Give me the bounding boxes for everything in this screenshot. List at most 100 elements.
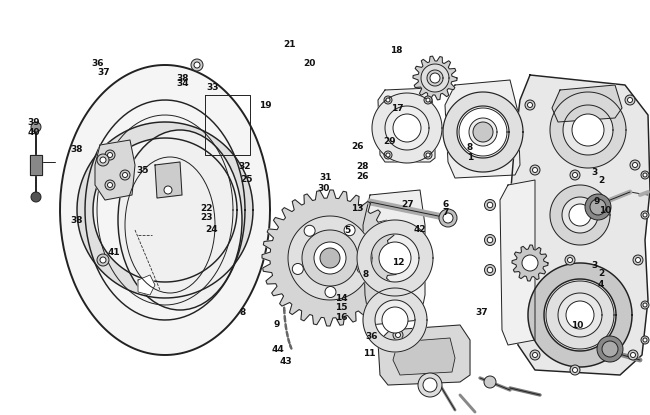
Circle shape (488, 267, 493, 273)
Text: 10: 10 (599, 206, 612, 215)
Circle shape (630, 160, 640, 170)
Text: 26: 26 (356, 172, 369, 181)
Text: 38: 38 (70, 216, 83, 225)
Text: 32: 32 (239, 161, 251, 171)
Text: 27: 27 (402, 200, 414, 209)
Circle shape (643, 338, 647, 342)
Polygon shape (372, 93, 442, 163)
Circle shape (643, 173, 647, 177)
Circle shape (528, 103, 532, 107)
Circle shape (122, 173, 127, 178)
Text: 38: 38 (70, 145, 83, 154)
Circle shape (393, 330, 403, 340)
Circle shape (484, 200, 495, 210)
Text: 2: 2 (598, 176, 604, 185)
Text: 3: 3 (592, 261, 598, 270)
Circle shape (488, 237, 493, 243)
Circle shape (641, 301, 649, 309)
Circle shape (439, 209, 457, 227)
Circle shape (164, 186, 172, 194)
Circle shape (357, 263, 368, 273)
Circle shape (528, 263, 532, 268)
Text: 37: 37 (476, 308, 488, 317)
Polygon shape (459, 108, 507, 156)
Polygon shape (262, 190, 398, 326)
Text: 28: 28 (356, 162, 369, 171)
Circle shape (630, 352, 636, 357)
Polygon shape (393, 338, 455, 375)
Text: 40: 40 (27, 128, 40, 137)
Circle shape (382, 307, 408, 333)
Polygon shape (288, 216, 372, 300)
Text: 39: 39 (27, 118, 40, 127)
Text: 11: 11 (363, 349, 375, 358)
Circle shape (602, 341, 618, 357)
Circle shape (590, 199, 606, 215)
Circle shape (633, 255, 643, 265)
Circle shape (344, 225, 355, 236)
Polygon shape (500, 180, 535, 345)
Text: 34: 34 (177, 78, 189, 88)
Circle shape (426, 98, 430, 102)
Circle shape (570, 170, 580, 180)
Circle shape (573, 368, 577, 373)
Text: 8: 8 (467, 143, 473, 152)
Text: 20: 20 (304, 59, 316, 68)
Circle shape (443, 213, 453, 223)
Polygon shape (155, 162, 182, 198)
Circle shape (424, 151, 432, 159)
Circle shape (393, 114, 421, 142)
Text: 29: 29 (384, 137, 396, 146)
Text: 8: 8 (362, 270, 369, 279)
Circle shape (641, 336, 649, 344)
Circle shape (473, 122, 493, 142)
Text: 21: 21 (283, 40, 295, 49)
Circle shape (532, 352, 538, 357)
Circle shape (105, 150, 115, 160)
Circle shape (191, 59, 203, 71)
Text: 9: 9 (273, 320, 280, 329)
Circle shape (107, 183, 112, 188)
Polygon shape (510, 75, 650, 375)
Circle shape (570, 365, 580, 375)
Polygon shape (550, 92, 626, 168)
Text: 44: 44 (272, 345, 285, 354)
Circle shape (530, 165, 540, 175)
Circle shape (386, 153, 390, 157)
Circle shape (532, 168, 538, 173)
Text: 2: 2 (598, 269, 604, 278)
Text: 1: 1 (467, 153, 473, 162)
Circle shape (325, 286, 336, 298)
Circle shape (627, 98, 632, 103)
Circle shape (525, 260, 535, 270)
Circle shape (566, 301, 594, 329)
Text: 3: 3 (592, 168, 598, 177)
Text: 38: 38 (177, 73, 189, 83)
Text: 14: 14 (335, 294, 347, 303)
Circle shape (426, 153, 430, 157)
Polygon shape (357, 220, 433, 296)
Polygon shape (77, 122, 253, 298)
Text: 13: 13 (351, 204, 363, 213)
Polygon shape (378, 88, 435, 162)
Circle shape (194, 62, 200, 68)
Polygon shape (95, 140, 135, 200)
Text: 31: 31 (320, 173, 332, 182)
Circle shape (386, 98, 390, 102)
Polygon shape (512, 245, 548, 281)
Text: 36: 36 (91, 59, 103, 68)
Circle shape (525, 100, 535, 110)
Circle shape (484, 264, 495, 276)
Circle shape (632, 163, 638, 168)
Circle shape (418, 373, 442, 397)
Circle shape (597, 336, 623, 362)
Circle shape (530, 350, 540, 360)
Text: 17: 17 (391, 104, 404, 113)
Text: 43: 43 (280, 357, 292, 366)
Circle shape (105, 180, 115, 190)
Text: 33: 33 (207, 83, 219, 93)
Polygon shape (445, 80, 520, 178)
Circle shape (120, 170, 130, 180)
Circle shape (628, 350, 638, 360)
Circle shape (31, 122, 41, 132)
